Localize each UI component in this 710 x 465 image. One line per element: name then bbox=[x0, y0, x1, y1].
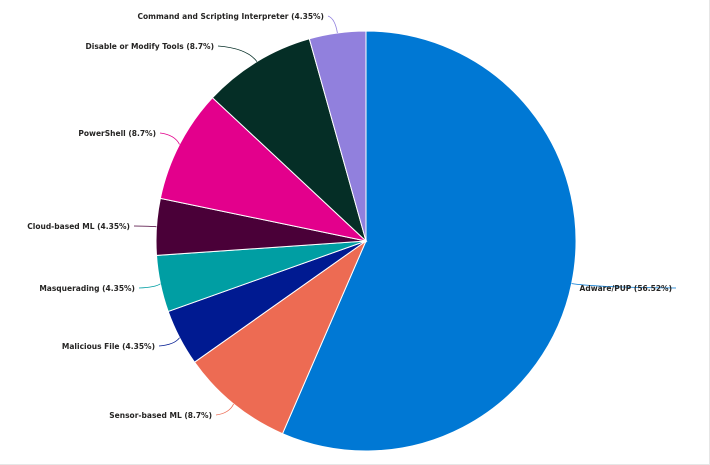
slice-labels: Adware/PUP (56.52%) Sensor-based ML (8.7%… bbox=[27, 12, 672, 420]
pie-slice-command-and-scripting-interpreter[interactable] bbox=[308, 30, 367, 242]
slice-label-masquerading: Masquerading (4.35%) bbox=[39, 284, 135, 293]
slice-label-adware-pup: Adware/PUP (56.52%) bbox=[580, 284, 672, 293]
leader-line-command-and-scripting-interpreter bbox=[327, 15, 338, 34]
pie-slice-powershell[interactable] bbox=[159, 96, 368, 242]
slice-label-sensor-based-ml: Sensor-based ML (8.7%) bbox=[109, 411, 212, 420]
leader-line-disable-or-modify-tools bbox=[217, 45, 258, 62]
slice-label-disable-or-modify-tools: Disable or Modify Tools (8.7%) bbox=[86, 42, 214, 51]
leader-line-cloud-based-ml bbox=[133, 225, 157, 228]
slice-label-malicious-file: Malicious File (4.35%) bbox=[62, 342, 155, 351]
leader-line-malicious-file bbox=[158, 337, 180, 347]
pie-slices bbox=[155, 30, 577, 452]
leader-lines bbox=[133, 15, 677, 416]
leader-line-adware-pup bbox=[571, 283, 677, 289]
leader-line-powershell bbox=[159, 132, 180, 145]
slice-label-cloud-based-ml: Cloud-based ML (4.35%) bbox=[27, 222, 130, 231]
leader-line-masquerading bbox=[138, 283, 161, 289]
leader-line-sensor-based-ml bbox=[215, 403, 234, 416]
slice-label-powershell: PowerShell (8.7%) bbox=[78, 129, 156, 138]
slice-label-command-and-scripting-interpreter: Command and Scripting Interpreter (4.35%… bbox=[137, 12, 324, 21]
